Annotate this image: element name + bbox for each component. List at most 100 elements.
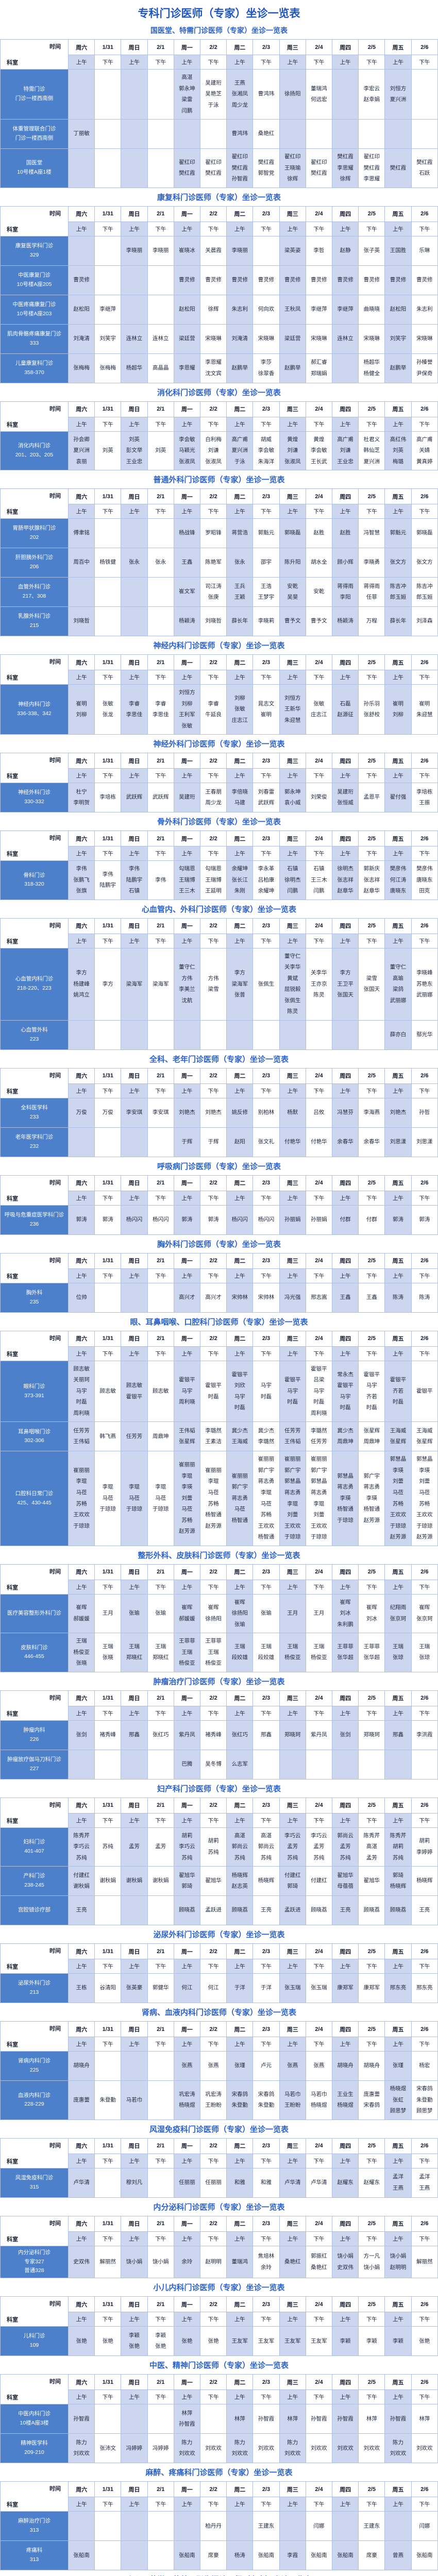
doctor-cell: 王亮 [411,1895,438,1926]
doctor-cell: 刘荣俊 [305,783,333,813]
corner-dept-label: 科室 [7,1351,18,1358]
day-header: 周五 [384,1690,412,1706]
doctor-cell: 王友军 [252,2326,280,2357]
doctor-cell: 邢鑫 [252,1720,280,1750]
corner-dept-label: 科室 [7,1088,18,1095]
schedule-row: 皮肤科门诊 446-455 王瑞 杨俊亚 张晓 王瑞 张晓 王瑞 郑晓红 王瑞 郑晓红王… [0,1633,438,1672]
doctor-cell [147,148,174,188]
date-header: 1/31 [94,206,122,222]
pm-header: 下午 [252,670,280,685]
pm-header: 下午 [94,1579,122,1595]
doctor-cell: 郭涛 [94,1205,122,1235]
day-header: 周日 [121,654,148,671]
doctor-cell: 饶小娟 赵明明 [384,2245,412,2279]
doctor-cell: 朱志利 [226,294,254,325]
doctor-cell [68,235,95,266]
doctor-cell: 黄煌 李会敏 王长武 [305,431,333,471]
doctor-cell: 高湛 郭尚云 苏纯 [252,1827,280,1867]
day-header: 周五 [384,488,412,505]
pm-header: 下午 [94,1705,122,1721]
day-header: 周四 [332,753,359,769]
doctor-cell: 杨闪闪 [226,1205,254,1235]
doctor-cell [200,119,227,149]
am-header: 上午 [173,1190,201,1206]
date-header: 2/6 [411,39,438,55]
schedule-row: 眼科门诊 373-391 顾志敏 关丽珂 马宇 时磊 周利晓 顾志敏 顾志敏 霍银平顾… [0,1360,438,1422]
day-header: 周六 [68,654,95,671]
doctor-cell: 曹灵修 [332,265,359,295]
doctor-cell: 胡威 李会敏 朱海洋 [252,431,280,471]
corner-cell: 时间 科室 [0,1330,69,1361]
doctor-cell: 翟红印 王晓瑜 徐辉 [279,148,306,188]
date-header: 2/1 [147,918,174,934]
date-header: 2/4 [305,654,333,671]
date-header: 2/4 [305,206,333,222]
doctor-cell [121,1282,148,1313]
doctor-cell: 张燕 [305,2051,333,2081]
corner-dept-label: 科室 [7,421,18,428]
pm-header: 下午 [94,2153,122,2168]
doctor-cell: 张船南 [173,2540,201,2571]
pm-header: 下午 [147,416,174,432]
doctor-cell: 王秋凤 [279,294,306,325]
corner-dept-label: 科室 [7,675,18,682]
pm-header: 下午 [305,1268,333,1283]
date-header: 2/4 [305,2215,333,2232]
am-header: 上午 [384,933,412,948]
corner-cell: 时间 科室 [0,401,69,432]
doctor-cell: 张燕 [200,2051,227,2081]
doctor-cell [332,1020,359,1050]
doctor-cell [121,2404,148,2434]
date-header: 1/31 [94,753,122,769]
doctor-cell: 张红巧 [147,1720,174,1750]
doctor-cell: 紫丹凤 [305,1720,333,1750]
pm-header: 下午 [200,846,227,861]
day-header: 周六 [68,1175,95,1191]
corner-dept-label: 科室 [7,1818,18,1824]
day-header: 周五 [384,1943,412,1960]
am-header: 上午 [279,2497,306,2512]
doctor-cell: 王瑞 杨俊亚 [279,1633,306,1672]
doctor-cell: 张艳 [173,2326,201,2357]
pm-header: 下午 [94,1812,122,1828]
doctor-cell: 卢华清 [68,2167,95,2198]
doctor-cell: 朱登勤 [94,2080,122,2120]
date-header: 1/31 [94,1943,122,1960]
date-header: 2/2 [200,654,227,671]
pm-header: 下午 [147,2389,174,2405]
day-header: 周日 [121,753,148,769]
day-header: 周二 [226,206,254,222]
date-header: 2/5 [358,2021,385,2038]
am-header: 上午 [226,1959,254,1974]
doctor-cell: 刘淹清 [68,324,95,354]
date-header: 2/2 [200,918,227,934]
date-header: 2/3 [252,39,280,55]
pm-header: 下午 [147,55,174,70]
doctor-cell [332,353,359,383]
doctor-cell: 王亮 [252,1895,280,1926]
day-header: 周四 [332,1175,359,1191]
doctor-cell: 李巧云 孟芳 苏纯 [305,1827,333,1867]
pm-header: 下午 [358,1959,385,1974]
am-header: 上午 [121,2153,148,2168]
doctor-cell: 崔晖 刘冰 [358,1594,385,1634]
doctor-cell: 张星辉 周鼎坤 [358,1421,385,1452]
corner-cell: 时间 科室 [0,831,69,861]
doctor-cell: 李颖 [358,2326,385,2357]
date-header: 1/31 [94,2374,122,2391]
date-header: 2/3 [252,206,280,222]
doctor-cell [94,1749,122,1780]
dept-label: 心血管内科门诊 218-220、223 [0,947,69,1021]
doctor-cell: 周鼎坤 [147,1421,174,1452]
day-header: 周六 [68,1564,95,1580]
day-header: 周四 [332,2021,359,2038]
doctor-cell: 樊红霞 郭智党 [252,148,280,188]
schedule-table: 时间 科室 周六 1/31 周日 2/1 周一 2/2 周二 2/3 周三 2/4 周四 2/5 周五 2/6… [0,1943,438,2004]
doctor-cell: 罗昭锋 [200,518,227,549]
am-header: 上午 [332,55,359,70]
corner-cell: 时间 科室 [0,1175,69,1206]
pm-header: 下午 [200,2231,227,2246]
doctor-cell: 顾晓荔 [226,1895,254,1926]
section-title: 小儿内科门诊医师（专家）坐诊一览表 [0,2278,438,2297]
date-header: 2/2 [200,206,227,222]
